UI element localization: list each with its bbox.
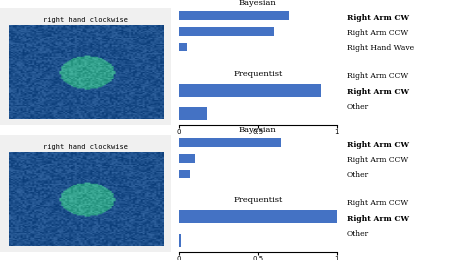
Text: Right Arm CW: Right Arm CW — [347, 214, 409, 223]
Bar — [179, 170, 190, 178]
Bar — [179, 11, 289, 20]
Text: Right Arm CCW: Right Arm CCW — [347, 29, 408, 37]
Text: Right Arm CCW: Right Arm CCW — [347, 156, 408, 164]
Text: Other: Other — [347, 171, 369, 179]
Bar — [179, 27, 274, 36]
Text: Right Arm CW: Right Arm CW — [347, 88, 409, 96]
Title: Bayesian: Bayesian — [239, 0, 277, 7]
Text: right hand clockwise: right hand clockwise — [43, 17, 128, 23]
Text: Right Arm CCW: Right Arm CCW — [347, 199, 408, 207]
Bar — [179, 43, 187, 51]
Text: Right Hand Wave: Right Hand Wave — [347, 44, 414, 52]
Title: Frequentist: Frequentist — [233, 69, 282, 77]
Bar — [179, 211, 337, 223]
Bar — [179, 83, 321, 96]
Text: Right Arm CW: Right Arm CW — [347, 14, 409, 22]
Text: Other: Other — [347, 230, 369, 238]
Bar — [179, 154, 195, 162]
Text: Right Arm CW: Right Arm CW — [347, 141, 409, 148]
Bar — [179, 138, 281, 147]
Text: Other: Other — [347, 103, 369, 111]
Bar — [179, 234, 181, 247]
Text: Right Arm CCW: Right Arm CCW — [347, 73, 408, 80]
Text: right hand clockwise: right hand clockwise — [43, 144, 128, 150]
Title: Bayesian: Bayesian — [239, 126, 277, 134]
Bar — [179, 107, 207, 120]
Title: Frequentist: Frequentist — [233, 196, 282, 204]
